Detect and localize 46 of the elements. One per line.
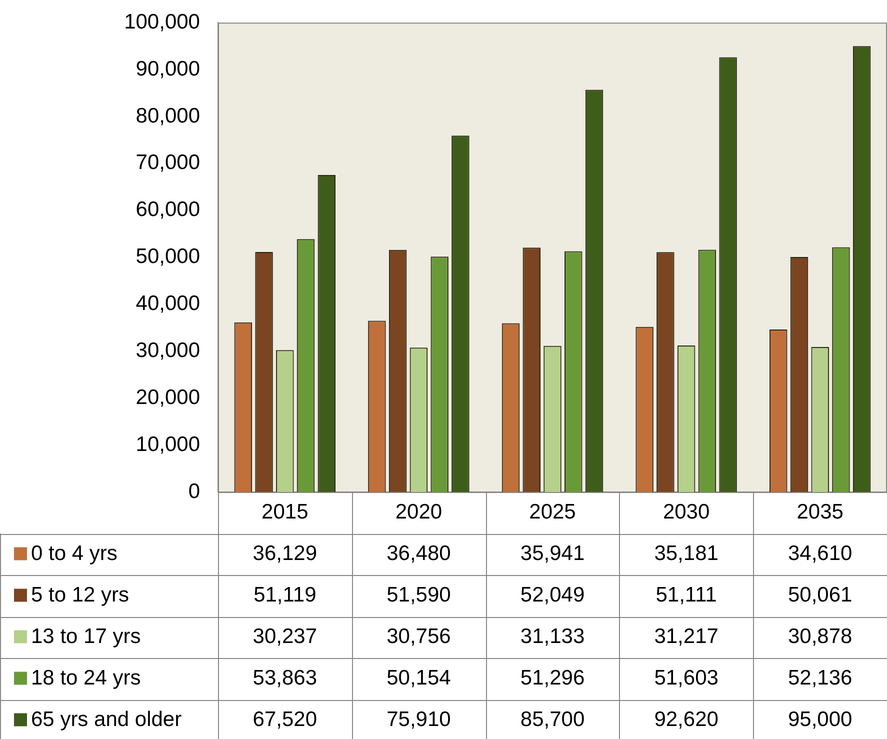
y-tick-label: 30,000 — [136, 338, 200, 362]
data-label: 31,217 — [654, 625, 718, 648]
data-label: 67,520 — [252, 708, 318, 732]
x-tick-label: 2035 — [796, 500, 844, 524]
x-tick-label: 2020 — [395, 500, 442, 524]
y-tick-label: 50,000 — [136, 245, 200, 268]
y-tick-label: 60,000 — [136, 198, 200, 222]
data-label: 51,119 — [254, 584, 316, 607]
x-tick-label: 2030 — [662, 500, 710, 524]
legend-label: 13 to 17 yrs — [31, 625, 141, 648]
legend-label: 5 to 12 yrs — [31, 584, 130, 607]
data-label: 36,129 — [252, 542, 318, 566]
data-label: 30,237 — [252, 625, 318, 648]
legend-label: 18 to 24 yrs — [31, 666, 141, 690]
data-label: 53,863 — [252, 666, 318, 690]
y-tick-label: 10,000 — [136, 432, 200, 456]
y-tick-label: 100,000 — [124, 10, 200, 34]
y-tick-label: 80,000 — [136, 104, 200, 128]
y-tick-label: 40,000 — [136, 292, 200, 316]
data-label: 31,133 — [520, 625, 585, 648]
y-tick-label: 20,000 — [136, 386, 200, 409]
data-label: 51,590 — [386, 584, 451, 607]
data-label: 52,049 — [520, 584, 585, 607]
data-label: 30,878 — [788, 625, 852, 648]
data-label: 50,061 — [788, 584, 852, 607]
data-label: 35,941 — [520, 542, 585, 566]
data-label: 51,111 — [656, 584, 717, 607]
data-label: 50,154 — [386, 666, 452, 690]
y-tick-label: 0 — [188, 480, 200, 503]
data-label: 95,000 — [788, 708, 852, 732]
data-label: 85,700 — [520, 708, 585, 732]
data-label: 30,756 — [386, 625, 451, 648]
y-tick-label: 90,000 — [136, 57, 200, 80]
data-label: 92,620 — [654, 708, 718, 732]
data-label: 52,136 — [788, 666, 852, 690]
data-label: 34,610 — [788, 542, 852, 566]
data-label: 35,181 — [654, 542, 718, 566]
data-label: 51,296 — [520, 666, 585, 690]
x-tick-label: 2025 — [529, 500, 576, 524]
data-label: 51,603 — [654, 666, 718, 690]
x-tick-label: 2015 — [262, 500, 308, 524]
data-label: 75,910 — [386, 708, 451, 732]
y-tick-label: 70,000 — [136, 151, 200, 174]
legend-label: 0 to 4 yrs — [31, 542, 118, 566]
legend-label: 65 yrs and older — [31, 708, 182, 732]
data-label: 36,480 — [386, 542, 451, 566]
